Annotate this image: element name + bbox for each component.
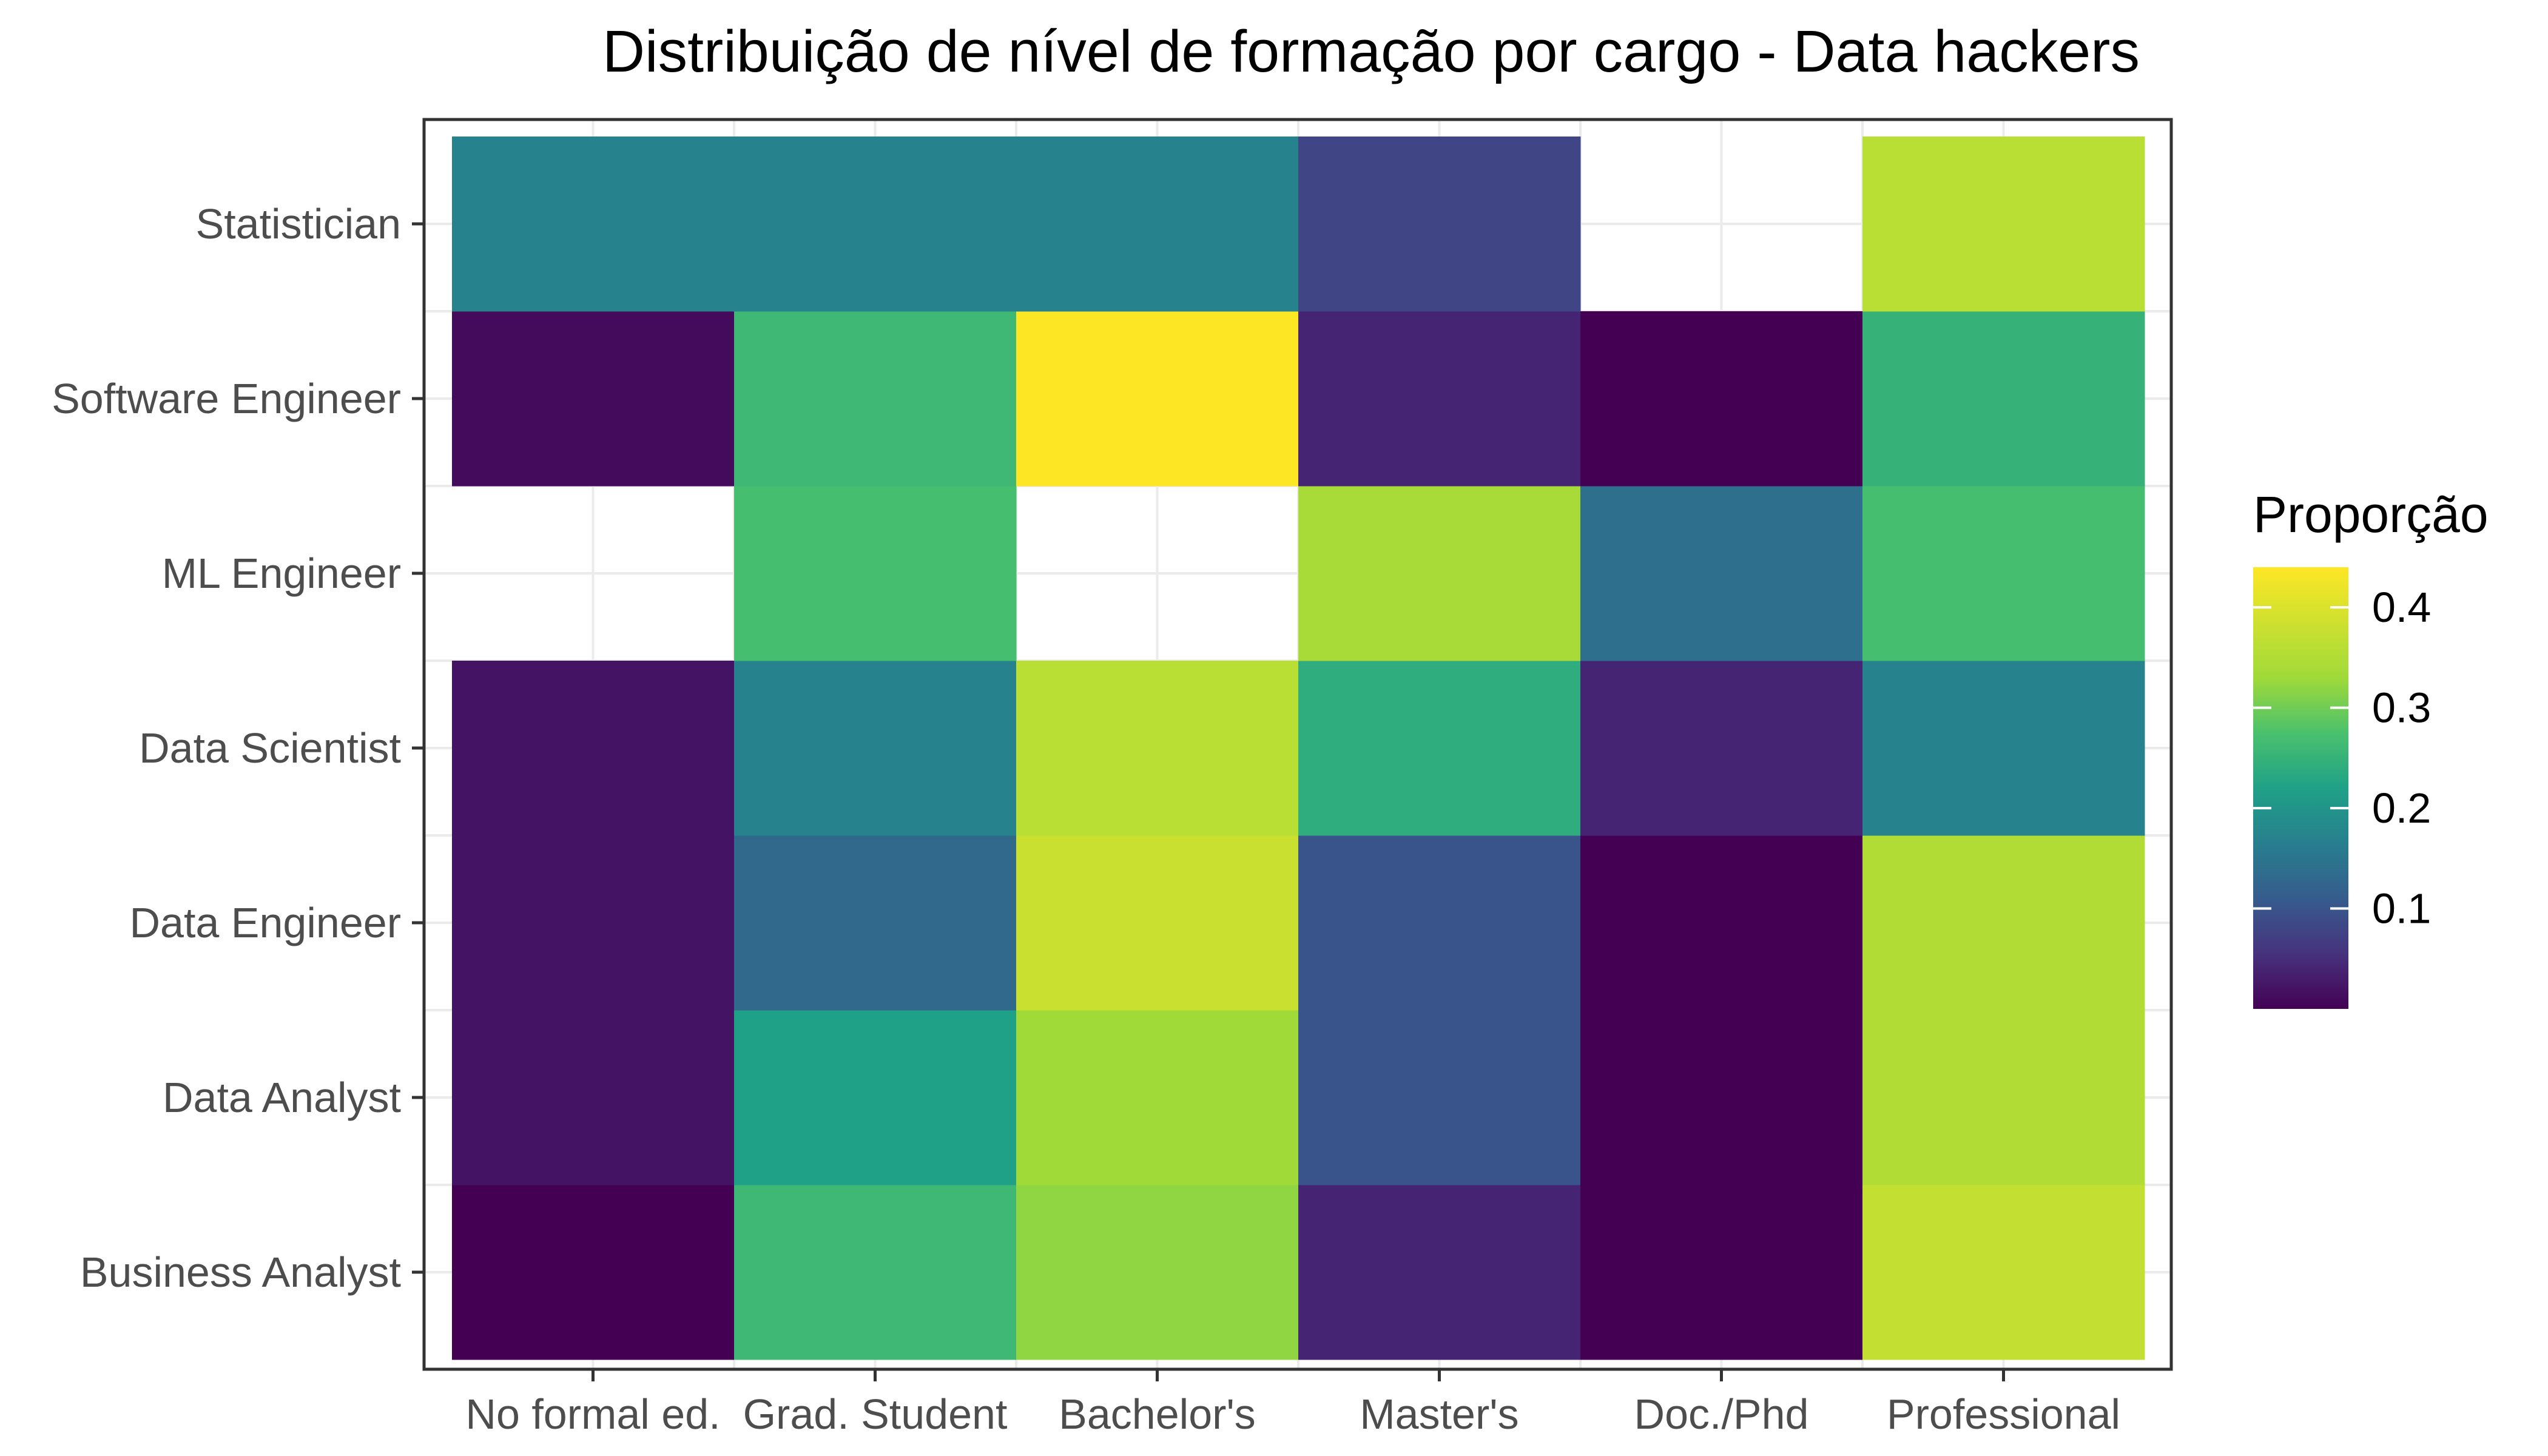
chart-title: Distribuição de nível de formação por ca… (602, 18, 2140, 84)
heatmap-cell (452, 136, 735, 312)
y-tick-label: Data Scientist (139, 724, 401, 772)
y-tick-label: Data Analyst (163, 1074, 401, 1121)
y-tick-label: Business Analyst (80, 1249, 401, 1296)
y-tick-label: Software Engineer (52, 375, 401, 422)
heatmap-cell (734, 136, 1017, 312)
x-tick-label: No formal ed. (465, 1390, 720, 1438)
legend-tick-label: 0.1 (2372, 885, 2431, 932)
x-tick-label: Doc./Phd (1634, 1390, 1809, 1438)
heatmap-cell (1298, 1185, 1581, 1360)
x-tick-label: Master's (1360, 1390, 1518, 1438)
heatmap-cell (1298, 486, 1581, 661)
heatmap-cell (734, 1185, 1017, 1360)
heatmap-cell (1862, 136, 2145, 312)
y-axis: Business Analyst Data Analyst Data Enginee… (52, 200, 424, 1296)
legend: Proporção 0.1 0.2 0.3 0.4 (2253, 486, 2489, 1009)
heatmap-cell (1298, 311, 1581, 487)
heatmap-cell (734, 486, 1017, 661)
heatmap-cell (452, 1185, 735, 1360)
heatmap-cell (1862, 311, 2145, 487)
heatmap-cell (1016, 1010, 1299, 1185)
y-tick-label: Statistician (196, 200, 401, 248)
legend-colorbar (2253, 567, 2348, 1009)
y-tick-label: Data Engineer (129, 899, 401, 946)
heatmap-cell (452, 1010, 735, 1185)
heatmap-cell (1862, 1185, 2145, 1360)
heatmap-cell (734, 835, 1017, 1011)
heatmap-cell (1298, 661, 1581, 836)
heatmap-cell (452, 661, 735, 836)
heatmap-cell (1580, 311, 1863, 487)
heatmap-cell (1580, 486, 1863, 661)
heatmap-cell (1016, 835, 1299, 1011)
heatmap-cell (452, 311, 735, 487)
y-tick-label: ML Engineer (162, 550, 401, 597)
legend-title: Proporção (2253, 486, 2489, 543)
x-tick-label: Professional (1887, 1390, 2120, 1438)
heatmap-cell (452, 835, 735, 1011)
heatmap-cell (734, 1010, 1017, 1185)
heatmap-cell (1862, 835, 2145, 1011)
heatmap-cell (1298, 835, 1581, 1011)
heatmap-cell (1862, 1010, 2145, 1185)
heatmap-cell (1298, 136, 1581, 312)
heatmap-cell (1016, 1185, 1299, 1360)
heatmap-cell (1016, 136, 1299, 312)
heatmap-cell (1580, 1010, 1863, 1185)
legend-tick-label: 0.2 (2372, 784, 2431, 832)
heatmap-cell (1862, 661, 2145, 836)
heatmap-cells (452, 136, 2145, 1360)
x-tick-label: Grad. Student (743, 1390, 1008, 1438)
legend-tick-label: 0.4 (2372, 584, 2431, 631)
heatmap-cell (734, 661, 1017, 836)
heatmap-cell (1580, 1185, 1863, 1360)
plot-panel (422, 118, 2173, 1371)
heatmap-cell (1862, 486, 2145, 661)
heatmap-cell (1298, 1010, 1581, 1185)
heatmap-cell (1580, 661, 1863, 836)
heatmap-cell (1016, 661, 1299, 836)
legend-tick-label: 0.3 (2372, 684, 2431, 732)
heatmap-cell (1580, 835, 1863, 1011)
legend-ticks: 0.1 0.2 0.3 0.4 (2253, 584, 2431, 932)
panel-border (422, 118, 2173, 1371)
heatmap-cell (1016, 311, 1299, 487)
heatmap-cell (734, 311, 1017, 487)
x-axis: No formal ed. Grad. Student Bachelor's Mast… (465, 1369, 2120, 1438)
x-tick-label: Bachelor's (1059, 1390, 1256, 1438)
